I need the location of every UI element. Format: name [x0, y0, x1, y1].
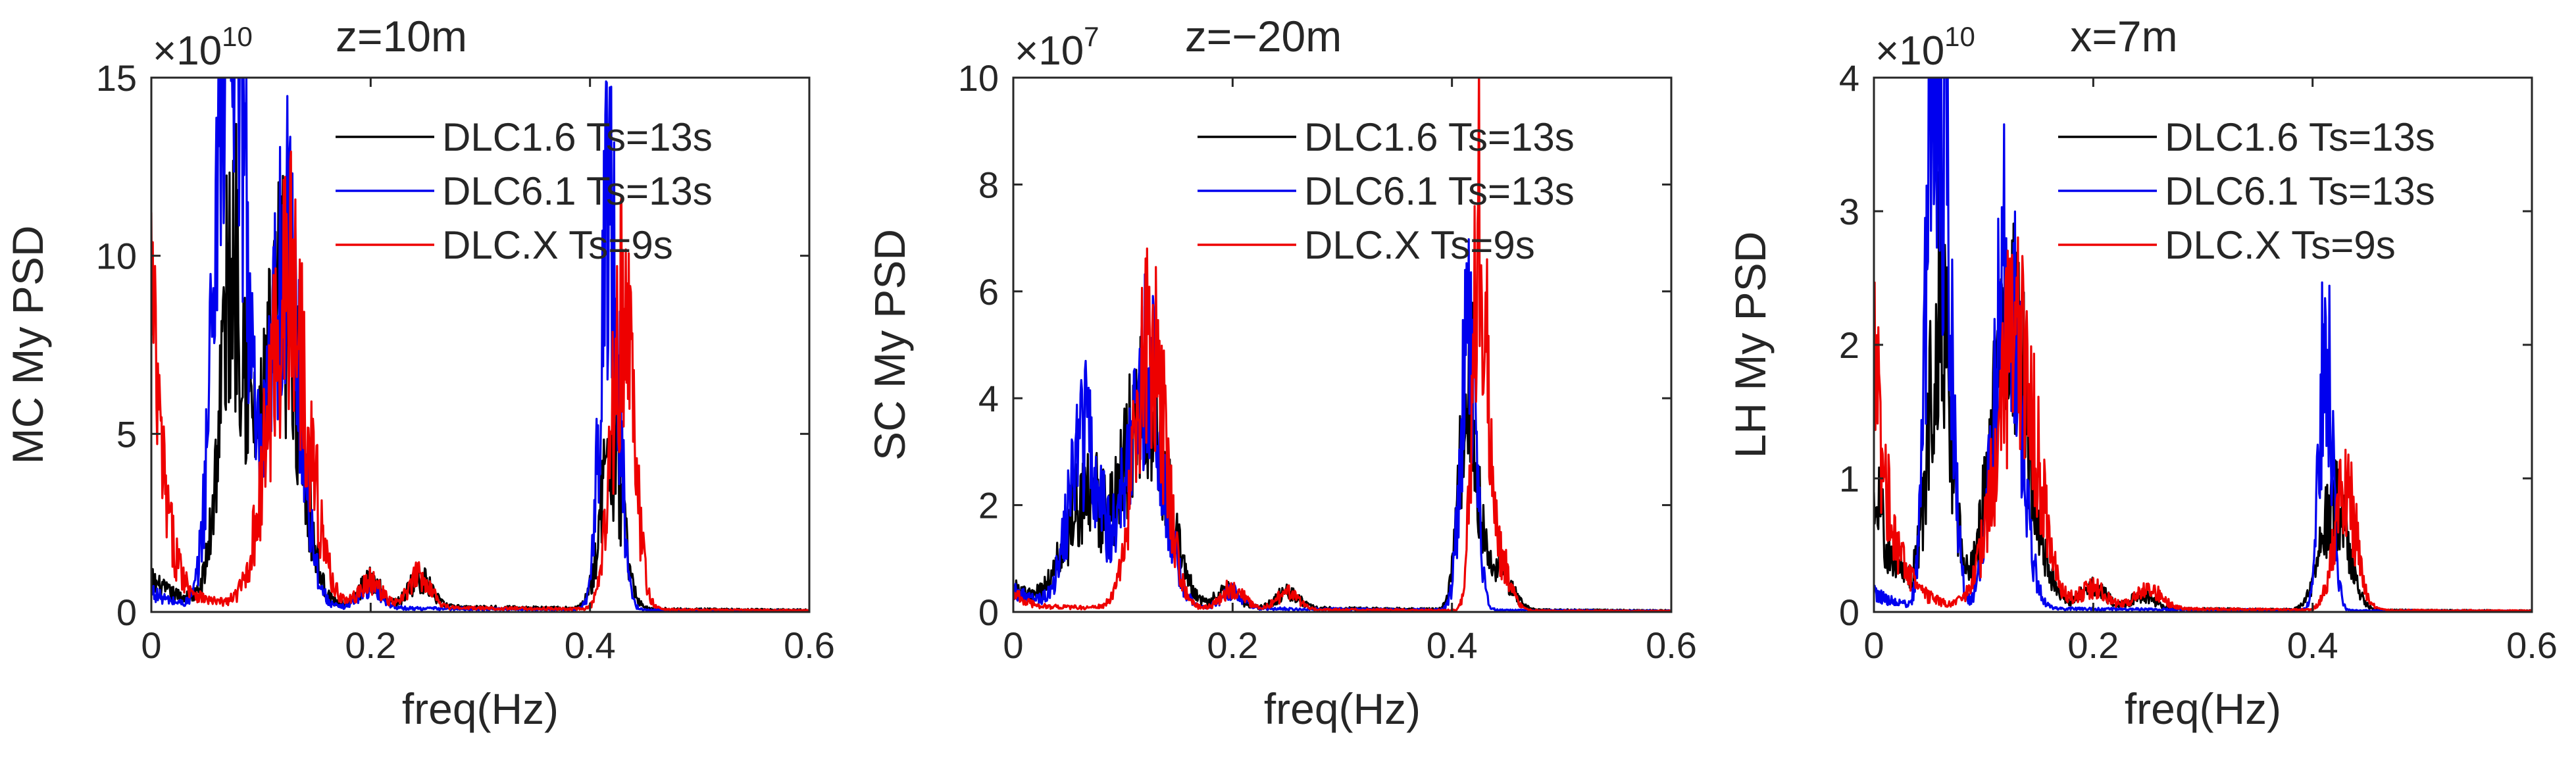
y-tick-label: 5 [116, 413, 137, 455]
legend-label-1: DLC1.6 Ts=13s [1304, 115, 1575, 159]
legend-label-1: DLC1.6 Ts=13s [2165, 115, 2435, 159]
x-tick-label: 0.4 [565, 624, 616, 666]
y-multiplier: ×1010 [1875, 21, 1975, 74]
chart-panel-2: 0 0.2 0.4 0.6 0 2 4 6 8 10 ×107 z=−20m freq(Hz) SC My… [865, 12, 1697, 733]
x-tick-label: 0.2 [345, 624, 396, 666]
x-axis-label: freq(Hz) [402, 684, 559, 733]
x-tick-label: 0.2 [1207, 624, 1258, 666]
x-tick-label: 0 [1003, 624, 1023, 666]
x-tick-label: 0.2 [2067, 624, 2119, 666]
legend-label-2: DLC6.1 Ts=13s [2165, 169, 2435, 213]
y-tick-label: 8 [978, 164, 999, 205]
axes-box [150, 76, 811, 613]
y-tick-label: 4 [1839, 57, 1859, 99]
axes-box [1012, 76, 1673, 613]
y-multiplier: ×107 [1015, 21, 1099, 74]
y-tick-label: 2 [978, 485, 999, 526]
y-tick-label: 0 [978, 592, 999, 633]
y-tick-label: 10 [958, 57, 999, 99]
chart-title: z=−20m [1185, 12, 1342, 61]
chart-panel-1: 0 0.2 0.4 0.6 0 5 10 15 ×1010 z=10m freq(Hz) MC My … [3, 12, 835, 733]
series-line-3 [1874, 236, 2532, 612]
y-multiplier: ×1010 [153, 21, 253, 74]
x-tick-label: 0.4 [1427, 624, 1478, 666]
y-tick-label: 2 [1839, 324, 1859, 366]
y-tick-label: 4 [978, 378, 999, 419]
legend-label-3: DLC.X Ts=9s [1304, 223, 1535, 267]
chart-title: x=7m [2070, 12, 2177, 61]
series-line-3 [151, 150, 809, 612]
chart-panel-3: 0 0.2 0.4 0.6 0 1 2 3 4 ×1010 x=7m freq(Hz) LH My PS… [1726, 12, 2558, 733]
legend-label-2: DLC6.1 Ts=13s [1304, 169, 1575, 213]
legend: DLC1.6 Ts=13s DLC6.1 Ts=13s DLC.X Ts=9s [2058, 115, 2435, 267]
y-axis-label: SC My PSD [865, 229, 914, 461]
x-tick-label: 0.6 [1646, 624, 1697, 666]
y-axis-label: LH My PSD [1726, 232, 1775, 459]
legend-label-1: DLC1.6 Ts=13s [442, 115, 713, 159]
y-tick-label: 10 [96, 236, 137, 277]
legend: DLC1.6 Ts=13s DLC6.1 Ts=13s DLC.X Ts=9s [1198, 115, 1575, 267]
legend-label-2: DLC6.1 Ts=13s [442, 169, 713, 213]
x-tick-label: 0.6 [2506, 624, 2558, 666]
legend: DLC1.6 Ts=13s DLC6.1 Ts=13s DLC.X Ts=9s [336, 115, 713, 267]
x-tick-label: 0 [141, 624, 161, 666]
legend-label-3: DLC.X Ts=9s [2165, 223, 2396, 267]
x-axis-label: freq(Hz) [1264, 684, 1421, 733]
y-tick-label: 6 [978, 271, 999, 313]
y-tick-label: 1 [1839, 458, 1859, 499]
y-tick-label: 0 [1839, 592, 1859, 633]
y-tick-label: 0 [116, 592, 137, 633]
y-axis-label: MC My PSD [3, 226, 52, 465]
x-tick-label: 0.4 [2287, 624, 2338, 666]
chart-title: z=10m [336, 12, 467, 61]
y-tick-label: 15 [96, 57, 137, 99]
x-axis-label: freq(Hz) [2125, 684, 2281, 733]
y-tick-label: 3 [1839, 191, 1859, 232]
plot-area [1013, 78, 1671, 612]
x-tick-label: 0 [1863, 624, 1884, 666]
legend-label-3: DLC.X Ts=9s [442, 223, 673, 267]
x-tick-label: 0.6 [784, 624, 835, 666]
